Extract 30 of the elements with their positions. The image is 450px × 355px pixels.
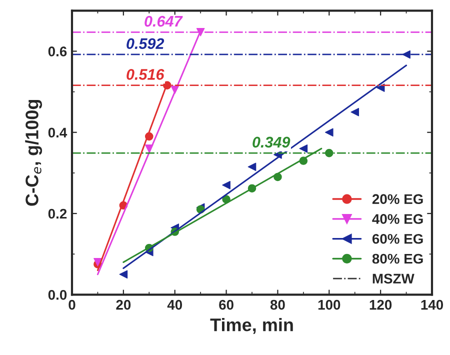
- ref-line-label: 0.349: [252, 136, 290, 148]
- x-tick-label: 60: [219, 300, 234, 310]
- y-tick-label: 0.0: [48, 290, 67, 300]
- annotation: MSZW: [372, 274, 414, 284]
- legend-label: 20% EG: [372, 194, 423, 204]
- x-tick-label: 0: [68, 300, 76, 310]
- y-tick-label: 0.4: [48, 128, 68, 138]
- y-tick-label: 0.6: [48, 46, 67, 56]
- ref-line-label: 0.592: [126, 38, 164, 50]
- y-tick-label: 0.2: [48, 208, 67, 219]
- x-axis-title: Time, min: [210, 318, 293, 334]
- x-tick-label: 140: [421, 300, 444, 310]
- point: [402, 50, 410, 59]
- point: [248, 162, 256, 172]
- x-tick-label: 40: [167, 300, 182, 310]
- legend-label: 80% EG: [372, 254, 423, 264]
- y-axis-title: C-C$_{e}$, g/100g: [25, 100, 42, 206]
- legend-label: 60% EG: [372, 234, 423, 244]
- legend-label: 40% EG: [372, 214, 423, 224]
- ref-line-label: 0.647: [144, 16, 183, 27]
- point: [119, 270, 128, 279]
- point: [324, 128, 334, 137]
- x-tick-label: 80: [270, 300, 285, 310]
- x-tick-label: 20: [116, 300, 131, 310]
- point: [350, 108, 360, 116]
- point: [299, 144, 308, 153]
- point: [222, 180, 230, 190]
- x-tick-label: 100: [318, 300, 340, 310]
- ref-line-label: 0.516: [126, 69, 164, 80]
- x-tick-label: 120: [370, 300, 392, 310]
